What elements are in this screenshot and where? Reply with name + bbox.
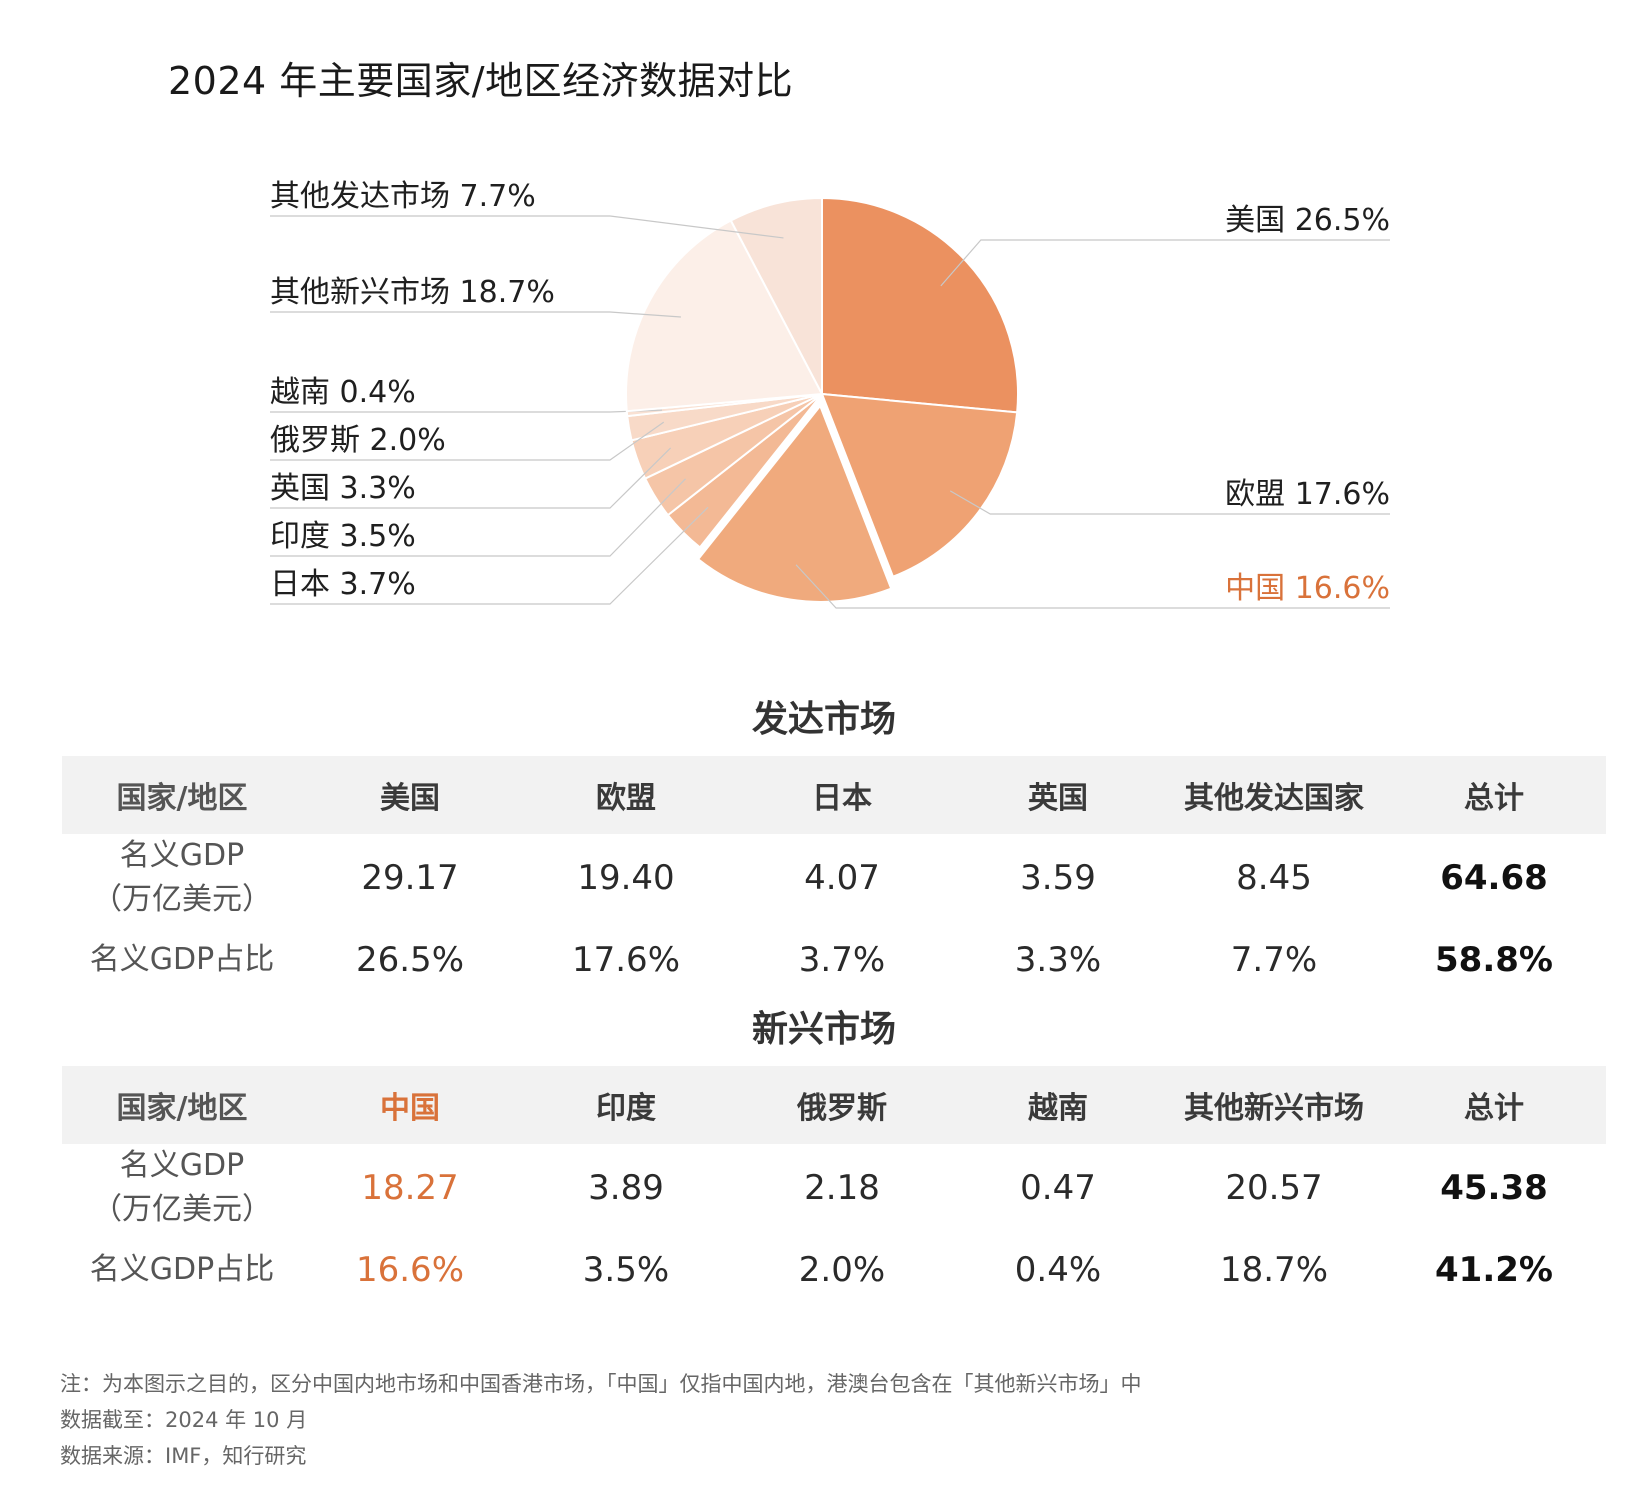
cell: 3.3% <box>1014 940 1102 980</box>
developed-table: 国家/地区 美国 欧盟 日本 英国 其他发达国家 总计 名义GDP （万亿美元）… <box>62 756 1606 998</box>
pie-slice-china <box>696 403 893 603</box>
col-header: 越南 <box>1028 1091 1088 1126</box>
pie-slice-other_developed <box>729 196 823 395</box>
cell: 20.57 <box>1225 1168 1323 1208</box>
table-row: 名义GDP （万亿美元） 18.27 3.89 2.18 0.47 20.57 … <box>62 1144 1606 1232</box>
row-label-line: （万亿美元） <box>92 882 272 917</box>
col-header: 英国 <box>1028 781 1088 816</box>
col-header: 欧盟 <box>596 781 656 816</box>
col-header: 印度 <box>596 1091 656 1126</box>
cell: 17.6% <box>571 940 680 980</box>
col-header: 日本 <box>812 781 872 816</box>
leader-line-eu <box>949 490 1390 515</box>
cell: 0.47 <box>1020 1168 1096 1208</box>
pie-slice-other_emerging <box>625 219 824 413</box>
table-header-row: 国家/地区 美国 欧盟 日本 英国 其他发达国家 总计 <box>62 756 1606 834</box>
cell: 8.45 <box>1236 858 1312 898</box>
row-label: 名义GDP占比 <box>89 1252 275 1287</box>
table-row: 名义GDP （万亿美元） 29.17 19.40 4.07 3.59 8.45 … <box>62 834 1606 922</box>
leader-line-other_emerging <box>270 311 681 318</box>
cell: 3.5% <box>582 1250 670 1290</box>
pie-slice-us <box>821 196 1019 414</box>
row-label-line: 名义GDP <box>119 1148 245 1183</box>
row-label-line: （万亿美元） <box>92 1192 272 1227</box>
pie-label-russia: 俄罗斯 2.0% <box>270 423 446 458</box>
row-label: 名义GDP占比 <box>89 942 275 977</box>
footnote-cutoff: 数据截至：2024 年 10 月 <box>60 1408 308 1432</box>
cell: 26.5% <box>355 940 464 980</box>
leader-line-uk <box>270 447 672 509</box>
cell: 3.59 <box>1020 858 1096 898</box>
cell-china: 16.6% <box>355 1250 464 1290</box>
col-header: 其他新兴市场 <box>1184 1091 1364 1126</box>
pie-label-eu: 欧盟 17.6% <box>1225 477 1390 512</box>
pie-chart: 美国 26.5% 欧盟 17.6% 中国 16.6% 日本 3.7% 印度 3.5% 英国… <box>270 179 1390 609</box>
pie-label-us: 美国 26.5% <box>1225 203 1390 238</box>
pie-label-vietnam: 越南 0.4% <box>270 375 416 410</box>
pie-label-india: 印度 3.5% <box>270 519 416 554</box>
leader-line-vietnam <box>270 409 663 413</box>
cell: 18.7% <box>1219 1250 1328 1290</box>
col-header-china: 中国 <box>380 1091 440 1126</box>
cell: 3.7% <box>798 940 886 980</box>
table-header-row: 国家/地区 中国 印度 俄罗斯 越南 其他新兴市场 总计 <box>62 1066 1606 1144</box>
leader-line-japan <box>270 506 709 605</box>
cell-china: 18.27 <box>361 1168 459 1208</box>
row-label: 名义GDP （万亿美元） <box>62 834 302 922</box>
pie-label-uk: 英国 3.3% <box>270 471 416 506</box>
total-cell: 45.38 <box>1440 1168 1548 1208</box>
col-header: 俄罗斯 <box>797 1091 887 1126</box>
footnotes: 注：为本图示之目的，区分中国内地市场和中国香港市场，「中国」仅指中国内地，港澳台… <box>60 1366 1142 1474</box>
total-cell: 41.2% <box>1435 1250 1553 1290</box>
footnote-source: 数据来源：IMF，知行研究 <box>60 1444 307 1468</box>
footnote-note: 注：为本图示之目的，区分中国内地市场和中国香港市场，「中国」仅指中国内地，港澳台… <box>60 1372 1142 1396</box>
leader-line-india <box>270 478 686 557</box>
col-header: 总计 <box>1464 781 1524 816</box>
cell: 2.18 <box>804 1168 880 1208</box>
pie-slice-eu <box>820 392 1019 578</box>
header-label: 国家/地区 <box>116 781 248 816</box>
leader-line-china <box>795 564 1390 609</box>
cell: 29.17 <box>361 858 459 898</box>
cell: 4.07 <box>804 858 880 898</box>
col-header: 其他发达国家 <box>1184 781 1364 816</box>
pie-label-other_developed: 其他发达市场 7.7% <box>270 179 536 214</box>
cell: 2.0% <box>798 1250 886 1290</box>
row-label-line: 名义GDP <box>119 838 245 873</box>
cell: 3.89 <box>588 1168 664 1208</box>
pie-label-japan: 日本 3.7% <box>270 567 416 602</box>
emerging-section-title: 新兴市场 <box>751 1009 896 1050</box>
col-header: 美国 <box>380 781 440 816</box>
developed-section-title: 发达市场 <box>751 699 896 740</box>
total-cell: 58.8% <box>1435 940 1553 980</box>
leader-line-us <box>940 239 1390 287</box>
leader-line-other_developed <box>270 215 784 239</box>
pie-label-other_emerging: 其他新兴市场 18.7% <box>270 275 555 310</box>
row-label: 名义GDP （万亿美元） <box>62 1144 302 1232</box>
cell: 7.7% <box>1230 940 1318 980</box>
table-row: 名义GDP占比 16.6% 3.5% 2.0% 0.4% 18.7% 41.2% <box>62 1232 1606 1308</box>
col-header: 总计 <box>1464 1091 1524 1126</box>
header-label: 国家/地区 <box>116 1091 248 1126</box>
leader-line-russia <box>270 421 665 461</box>
table-row: 名义GDP占比 26.5% 17.6% 3.7% 3.3% 7.7% 58.8% <box>62 922 1606 998</box>
pie-label-china: 中国 16.6% <box>1225 571 1390 606</box>
cell: 19.40 <box>577 858 675 898</box>
total-cell: 64.68 <box>1440 858 1548 898</box>
cell: 0.4% <box>1014 1250 1102 1290</box>
emerging-table: 国家/地区 中国 印度 俄罗斯 越南 其他新兴市场 总计 名义GDP （万亿美元… <box>62 1066 1606 1308</box>
page-title: 2024 年主要国家/地区经济数据对比 <box>168 59 794 103</box>
